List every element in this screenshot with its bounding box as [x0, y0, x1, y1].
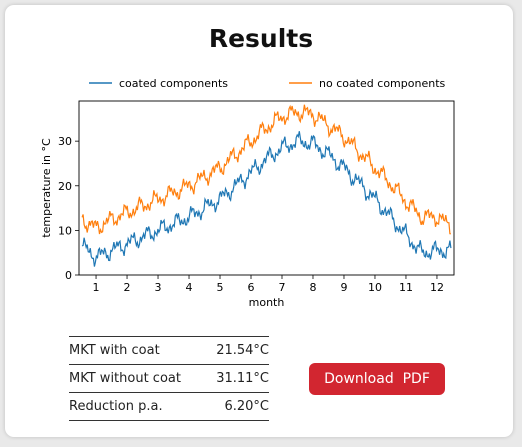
x-tick-label: 2	[124, 281, 131, 294]
legend-entry: no coated components	[319, 77, 446, 90]
y-tick-label: 20	[58, 180, 72, 193]
page-title: Results	[208, 24, 314, 53]
y-tick-label: 10	[58, 224, 72, 237]
mkt-stats-table: MKT with coat 21.54°C MKT without coat 3…	[69, 336, 269, 421]
series-line	[81, 104, 451, 235]
x-tick-label: 8	[309, 281, 316, 294]
x-tick-label: 9	[340, 281, 347, 294]
x-tick-label: 11	[399, 281, 413, 294]
x-axis-label: month	[249, 296, 285, 309]
x-tick-label: 7	[278, 281, 285, 294]
x-tick-label: 5	[217, 281, 224, 294]
stat-value: 21.54°C	[204, 336, 269, 365]
x-tick-label: 12	[430, 281, 444, 294]
stat-row: Reduction p.a. 6.20°C	[69, 392, 269, 421]
x-tick-label: 4	[186, 281, 193, 294]
x-tick-label: 10	[368, 281, 382, 294]
stat-value: 31.11°C	[204, 364, 269, 393]
y-tick-label: 0	[65, 269, 72, 282]
stat-label: Reduction p.a.	[69, 392, 205, 421]
stat-value: 6.20°C	[204, 392, 269, 421]
stat-row: MKT with coat 21.54°C	[69, 336, 269, 365]
x-tick-label: 1	[93, 281, 100, 294]
y-tick-label: 30	[58, 135, 72, 148]
stat-label: MKT with coat	[69, 336, 205, 365]
download-pdf-button[interactable]: Download PDF	[309, 363, 445, 395]
stat-row: MKT without coat 31.11°C	[69, 364, 269, 393]
plot-frame	[78, 100, 455, 276]
series-line	[81, 131, 452, 267]
legend-entry: coated components	[119, 77, 228, 90]
x-tick-label: 6	[248, 281, 255, 294]
stat-label: MKT without coat	[69, 364, 205, 393]
y-axis-label: temperature in °C	[40, 138, 53, 238]
x-tick-label: 3	[155, 281, 162, 294]
